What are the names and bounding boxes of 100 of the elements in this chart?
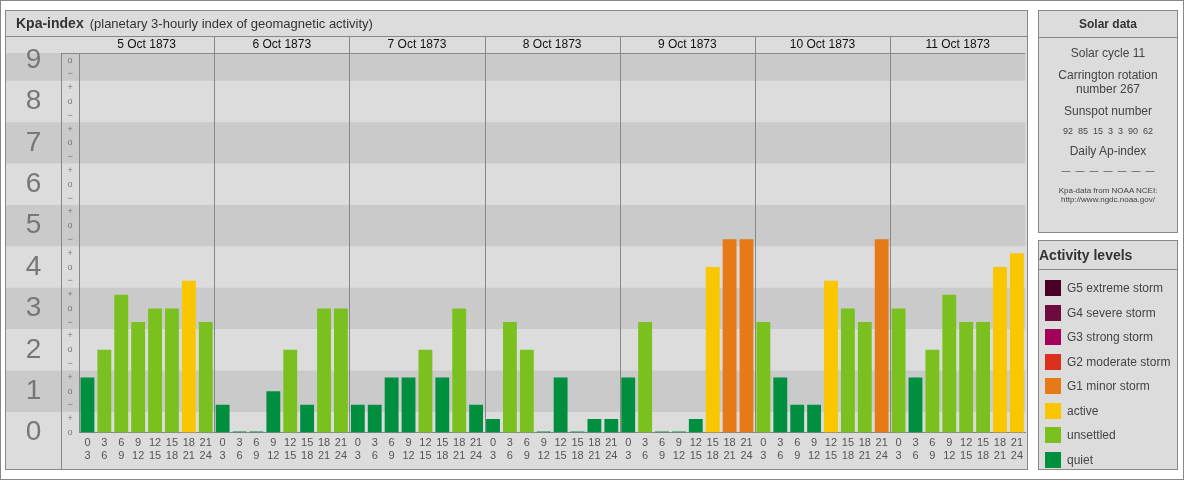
bar bbox=[384, 377, 399, 433]
y-tick-label: 7 bbox=[25, 125, 42, 157]
x-tick-label: 18 21 bbox=[858, 436, 871, 462]
bar bbox=[367, 404, 382, 433]
y-tick-label: 8 bbox=[25, 84, 42, 116]
annotation: o bbox=[67, 261, 73, 272]
annotation: + bbox=[67, 413, 73, 424]
annotation: o bbox=[67, 302, 73, 313]
bar bbox=[840, 308, 855, 433]
annotation: − bbox=[67, 399, 73, 410]
text: Solar data bbox=[1039, 11, 1177, 38]
bar bbox=[790, 404, 805, 433]
x-tick-label: 15 18 bbox=[706, 436, 719, 462]
annotation: + bbox=[67, 371, 73, 382]
bar bbox=[891, 308, 906, 433]
x2-tick-label: 5 Oct 1873 bbox=[117, 37, 177, 52]
bar bbox=[317, 308, 331, 433]
bar bbox=[756, 322, 771, 433]
annotation: o bbox=[67, 54, 73, 65]
annotation: − bbox=[67, 233, 73, 244]
x-tick-label: 12 15 bbox=[689, 436, 702, 462]
annotation: o bbox=[67, 178, 73, 189]
legend-label: G2 moderate storm bbox=[1067, 354, 1171, 369]
x-tick-label: 18 21 bbox=[723, 436, 736, 462]
x-tick-label: 9 12 bbox=[267, 436, 280, 462]
annotation: − bbox=[67, 109, 73, 120]
annotation: o bbox=[67, 344, 73, 355]
x-tick-label: 21 24 bbox=[875, 436, 888, 462]
bar bbox=[181, 280, 196, 433]
legend-label: G4 severe storm bbox=[1067, 305, 1156, 320]
x-tick-label: 0 3 bbox=[895, 436, 902, 462]
annotation: − bbox=[67, 68, 73, 79]
x-tick-label: 12 15 bbox=[554, 436, 567, 462]
bar bbox=[486, 418, 500, 433]
x-tick-label: 21 24 bbox=[470, 436, 483, 462]
annotation: o bbox=[67, 95, 73, 106]
y-tick-label: 4 bbox=[25, 249, 42, 281]
x2-tick-label: 8 Oct 1873 bbox=[522, 37, 582, 52]
x-tick-label: 15 18 bbox=[571, 436, 584, 462]
legend-label: G3 strong storm bbox=[1067, 330, 1154, 345]
x-tick-label: 3 6 bbox=[642, 436, 649, 462]
x-tick-label: 18 21 bbox=[453, 436, 466, 462]
bar bbox=[908, 377, 923, 433]
text: 92 85 15 3 3 90 62 bbox=[1061, 126, 1155, 136]
y-tick-label: 1 bbox=[25, 373, 42, 405]
bar bbox=[519, 349, 534, 433]
bar bbox=[807, 404, 822, 433]
legend-label: G1 minor storm bbox=[1067, 379, 1150, 394]
bar bbox=[334, 308, 348, 433]
annotation: o bbox=[67, 427, 73, 438]
bar bbox=[418, 349, 433, 433]
x-tick-label: 18 21 bbox=[182, 436, 195, 462]
x-tick-label: 12 15 bbox=[148, 436, 162, 462]
bar bbox=[925, 349, 940, 433]
bar bbox=[976, 322, 991, 433]
x-tick-label: 9 12 bbox=[943, 436, 956, 462]
bar bbox=[959, 322, 974, 433]
bar bbox=[638, 322, 653, 433]
y-tick-label: 9 bbox=[25, 42, 42, 74]
annotation: + bbox=[67, 164, 73, 175]
bar bbox=[942, 294, 957, 433]
annotation: + bbox=[67, 123, 73, 134]
bar bbox=[773, 377, 788, 433]
x-tick-label: 21 24 bbox=[605, 436, 618, 462]
annotation: − bbox=[67, 358, 73, 369]
x-tick-label: 6 9 bbox=[794, 436, 801, 462]
y-tick-label: 2 bbox=[25, 332, 42, 364]
bar bbox=[97, 349, 112, 433]
x-tick-label: 0 3 bbox=[625, 436, 632, 462]
bar bbox=[469, 404, 484, 433]
x-tick-label: 15 18 bbox=[436, 436, 449, 462]
y-tick-label: 0 bbox=[25, 415, 42, 447]
x-tick-label: 18 21 bbox=[588, 436, 601, 462]
x-tick-label: 3 6 bbox=[101, 436, 108, 462]
x-tick-label: 6 9 bbox=[253, 436, 260, 462]
x-tick-label: 15 18 bbox=[165, 436, 179, 462]
x-tick-label: 15 18 bbox=[841, 436, 855, 462]
x2-tick-label: 7 Oct 1873 bbox=[387, 37, 447, 52]
text: Daily Ap-index bbox=[1068, 144, 1148, 158]
annotation: − bbox=[67, 151, 73, 162]
text: Kpa-data from NOAA NCEI: http://www.ngdc.noaa.gov/ bbox=[1057, 186, 1159, 204]
bar bbox=[621, 377, 636, 433]
x-tick-label: 18 21 bbox=[993, 436, 1007, 462]
bar bbox=[131, 322, 146, 433]
annotation: + bbox=[67, 330, 73, 341]
x2-tick-label: 6 Oct 1873 bbox=[252, 37, 312, 52]
x-tick-label: 9 12 bbox=[807, 436, 821, 462]
x-tick-label: 0 3 bbox=[354, 436, 361, 462]
x-tick-label: 6 9 bbox=[929, 436, 936, 462]
annotation: − bbox=[67, 275, 73, 286]
legend-label: G5 extreme storm bbox=[1067, 281, 1164, 296]
bar bbox=[705, 267, 720, 433]
bar bbox=[502, 322, 517, 433]
x-tick-label: 12 15 bbox=[284, 436, 297, 462]
legend-label: quiet bbox=[1067, 452, 1094, 467]
bar bbox=[350, 404, 365, 433]
bar bbox=[604, 418, 619, 433]
x2-tick-label: 10 Oct 1873 bbox=[789, 37, 856, 52]
text: — — — — — — — bbox=[1060, 166, 1156, 176]
annotation: o bbox=[67, 385, 73, 396]
